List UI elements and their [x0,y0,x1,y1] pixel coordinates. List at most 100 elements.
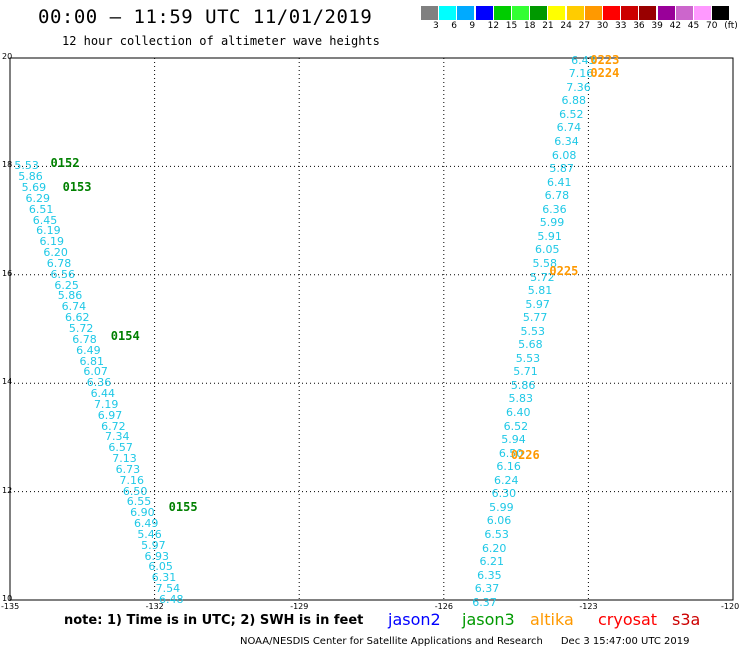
footer-credit: NOAA/NESDIS Center for Satellite Applica… [240,636,689,647]
units-note: note: 1) Time is in UTC; 2) SWH is in fe… [64,613,364,628]
wave-height-value: 6.35 [477,568,502,582]
wave-height-value: 7.54 [155,582,181,596]
satellite-legend-cryosat: cryosat [598,610,658,629]
wave-height-value: 5.91 [537,229,562,243]
wave-height-value: 6.20 [43,246,68,260]
wave-height-value: 7.19 [93,397,119,411]
longitude-tick-label: -126 [434,602,453,611]
latitude-tick-label: 12 [2,485,13,495]
longitude-tick-label: -132 [145,602,164,611]
wave-height-value: 6.57 [108,441,133,455]
color-scale-label: 30 [596,21,609,31]
latitude-tick-label: 10 [2,594,13,603]
color-scale-swatch [712,6,730,20]
wave-height-value: 7.13 [112,452,137,466]
wave-height-value: 6.36 [542,202,567,216]
wave-height-value: 7.16 [119,473,144,487]
wave-height-value: 6.81 [79,354,104,368]
wave-height-value: 5.72 [530,270,555,284]
wave-height-value: 6.24 [494,473,519,487]
color-scale-swatch [457,6,475,20]
pass-time-label: 0225 [549,264,579,279]
color-scale-swatch [621,6,639,20]
color-scale-swatch [584,6,602,20]
color-scale-swatch [639,6,657,20]
wave-height-value: 5.72 [68,322,94,335]
wave-height-value: 5.87 [549,162,574,176]
longitude-tick-label: -123 [579,602,598,611]
pass-time-label: 0153 [62,180,92,195]
wave-height-value: 5.86 [18,170,43,184]
latitude-tick-label: 14 [2,377,13,387]
longitude-tick-label: -135 [1,602,20,611]
wave-height-value: 6.16 [496,460,521,474]
wave-height-value: 6.29 [25,191,50,205]
wave-height-value: 5.86 [510,378,536,392]
timestamp-text: Dec 3 15:47:00 UTC 2019 [560,636,690,647]
wave-height-value: 6.52 [503,419,529,433]
wave-height-value: 6.40 [506,406,531,419]
color-scale-swatch [603,6,620,20]
color-scale-label: 70 [706,21,718,31]
wave-height-value: 6.49 [76,343,101,357]
color-scale-swatch [493,6,511,20]
pass-time-label: 0152 [50,155,80,170]
wave-height-value: 6.50 [122,484,148,498]
wave-height-value: 6.19 [36,224,61,238]
map-frame [9,57,734,601]
wave-height-value: 6.06 [486,514,512,528]
wave-height-value: 5.53 [520,324,546,338]
wave-height-value: 6.31 [151,571,177,585]
wave-height-value: 6.50 [498,446,524,460]
wave-height-value: 5.97 [141,538,166,552]
wave-height-value: 5.81 [527,284,553,298]
color-scale-swatch [548,6,566,20]
wave-height-value: 6.78 [72,332,97,346]
latitude-tick-label: 16 [2,268,13,278]
wave-height-value: 6.45 [32,213,58,227]
satellite-legend-s3a: s3a [672,610,701,629]
wave-height-value: 6.05 [148,560,173,574]
wave-height-value: 6.52 [559,107,584,121]
wave-height-value: 6.43 [571,53,596,67]
satellite-legend-jason3: jason3 [462,610,515,629]
color-scale-swatch [512,6,529,20]
wave-height-value: 6.55 [126,495,152,509]
pass-time-label: 0224 [590,66,620,81]
wave-height-value: 6.51 [28,202,54,216]
wave-height-value: 6.37 [472,595,497,609]
longitude-tick-label: -120 [721,602,740,611]
color-scale-label: 33 [615,21,627,31]
pass-time-label: 0226 [510,448,540,463]
wave-height-value: 6.19 [39,235,64,249]
satellite-legend-altika: altika [530,610,574,629]
color-scale-label: 24 [560,21,572,31]
wave-height-value: 5.99 [539,216,565,230]
color-scale-label: 21 [542,21,554,31]
color-scale-label: 15 [505,21,518,31]
color-scale-label: (ft) [724,21,738,31]
wave-height-value: 6.62 [65,311,90,325]
wave-height-value: 7.36 [566,80,591,94]
color-scale-swatch [475,6,493,20]
wave-height-value: 6.73 [115,462,141,476]
wave-height-value: 6.74 [61,300,87,314]
wave-height-value: 6.25 [54,278,79,292]
color-scale-label: 18 [524,21,536,31]
wave-height-value: 6.36 [86,376,112,390]
wave-height-value: 6.48 [159,593,184,606]
wave-height-value: 5.53 [515,351,541,365]
color-scale-swatch [439,6,457,20]
wave-height-value: 6.53 [484,527,509,541]
latitude-tick-label: 20 [2,52,13,61]
wave-height-value: 5.77 [522,311,548,325]
pass-time-label: 0155 [168,499,198,514]
map-title: 00:00 – 11:59 UTC 11/01/2019 [38,6,373,28]
latitude-tick-label: 18 [2,160,13,170]
wave-height-value: 6.72 [101,419,126,433]
wave-height-value: 5.53 [14,159,39,173]
color-scale-swatch [657,6,675,20]
color-scale-label: 45 [687,21,700,31]
wave-height-value: 5.58 [532,256,558,270]
